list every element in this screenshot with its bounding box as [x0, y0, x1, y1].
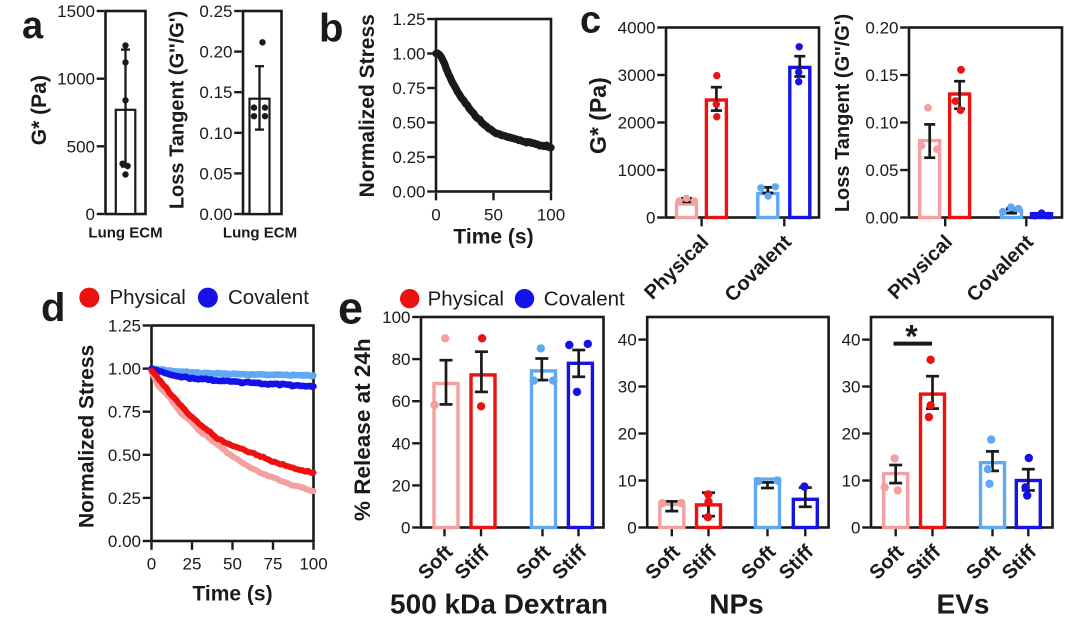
svg-text:40: 40	[842, 331, 861, 350]
svg-text:0.05: 0.05	[199, 164, 232, 183]
svg-text:30: 30	[842, 378, 861, 397]
svg-text:% Release at 24h: % Release at 24h	[350, 338, 375, 521]
svg-text:b: b	[319, 7, 343, 51]
svg-text:0: 0	[851, 519, 860, 538]
svg-text:100: 100	[299, 555, 327, 574]
svg-text:a: a	[22, 5, 44, 47]
svg-text:c: c	[580, 0, 601, 42]
svg-text:Normalized Stress: Normalized Stress	[356, 14, 379, 197]
svg-text:Time (s): Time (s)	[192, 583, 272, 606]
svg-text:1000: 1000	[618, 161, 656, 180]
svg-text:75: 75	[264, 555, 283, 574]
svg-text:1000: 1000	[57, 70, 95, 89]
svg-text:1.25: 1.25	[108, 317, 141, 336]
svg-text:G* (Pa): G* (Pa)	[28, 75, 51, 145]
svg-text:0.20: 0.20	[865, 19, 898, 38]
svg-text:0.15: 0.15	[199, 83, 232, 102]
svg-text:Covalent: Covalent	[228, 286, 309, 309]
svg-text:Time (s): Time (s)	[453, 226, 533, 249]
svg-text:1500: 1500	[57, 2, 95, 21]
svg-text:60: 60	[392, 392, 411, 411]
svg-text:0.00: 0.00	[199, 205, 232, 224]
svg-text:0: 0	[627, 519, 636, 538]
svg-text:0.20: 0.20	[199, 43, 232, 62]
svg-text:0.50: 0.50	[108, 446, 141, 465]
svg-text:25: 25	[183, 555, 202, 574]
svg-text:Physical: Physical	[110, 286, 186, 309]
svg-text:Loss Tangent (G''/G'): Loss Tangent (G''/G')	[167, 11, 189, 209]
svg-text:500: 500	[67, 137, 95, 156]
svg-text:NPs: NPs	[709, 589, 763, 620]
svg-text:0.75: 0.75	[392, 79, 425, 98]
svg-text:0.00: 0.00	[865, 209, 898, 228]
svg-text:0.15: 0.15	[865, 66, 898, 85]
svg-text:EVs: EVs	[937, 589, 990, 620]
svg-text:20: 20	[842, 425, 861, 444]
svg-text:0: 0	[401, 519, 410, 538]
svg-text:50: 50	[484, 206, 503, 225]
svg-text:Loss Tangent (G''/G'): Loss Tangent (G''/G')	[832, 14, 854, 212]
svg-text:3000: 3000	[618, 66, 656, 85]
svg-text:1.00: 1.00	[392, 45, 425, 64]
svg-text:20: 20	[392, 476, 411, 495]
svg-text:0.25: 0.25	[108, 489, 141, 508]
svg-text:0: 0	[86, 205, 95, 224]
svg-text:30: 30	[618, 378, 637, 397]
svg-text:0.10: 0.10	[865, 114, 898, 133]
svg-text:Normalized Stress: Normalized Stress	[75, 345, 98, 528]
svg-text:G* (Pa): G* (Pa)	[585, 77, 611, 154]
svg-text:0: 0	[147, 555, 156, 574]
svg-text:1.00: 1.00	[108, 360, 141, 379]
svg-text:Physical: Physical	[428, 288, 504, 311]
svg-text:Lung ECM: Lung ECM	[223, 225, 297, 242]
svg-text:80: 80	[392, 350, 411, 369]
svg-text:0.50: 0.50	[392, 114, 425, 133]
svg-text:0.00: 0.00	[392, 183, 425, 202]
svg-text:e: e	[338, 283, 363, 334]
svg-text:1.25: 1.25	[392, 10, 425, 29]
svg-text:40: 40	[618, 331, 637, 350]
svg-text:500 kDa Dextran: 500 kDa Dextran	[390, 589, 608, 620]
svg-text:20: 20	[618, 425, 637, 444]
svg-text:50: 50	[223, 555, 242, 574]
svg-text:100: 100	[537, 206, 565, 225]
svg-text:Lung ECM: Lung ECM	[88, 225, 162, 242]
svg-text:40: 40	[392, 434, 411, 453]
svg-text:100: 100	[382, 308, 410, 327]
svg-text:Covalent: Covalent	[544, 288, 625, 311]
svg-text:2000: 2000	[618, 114, 656, 133]
svg-text:10: 10	[842, 472, 861, 491]
svg-text:0.05: 0.05	[865, 161, 898, 180]
svg-text:d: d	[41, 286, 65, 330]
svg-text:0: 0	[431, 206, 440, 225]
svg-text:4000: 4000	[618, 19, 656, 38]
svg-text:0.25: 0.25	[392, 148, 425, 167]
svg-text:0.00: 0.00	[108, 532, 141, 551]
svg-text:0.25: 0.25	[199, 2, 232, 21]
svg-text:0: 0	[646, 209, 655, 228]
svg-text:0.10: 0.10	[199, 124, 232, 143]
svg-text:10: 10	[618, 472, 637, 491]
svg-text:*: *	[905, 319, 918, 355]
svg-text:0.75: 0.75	[108, 403, 141, 422]
